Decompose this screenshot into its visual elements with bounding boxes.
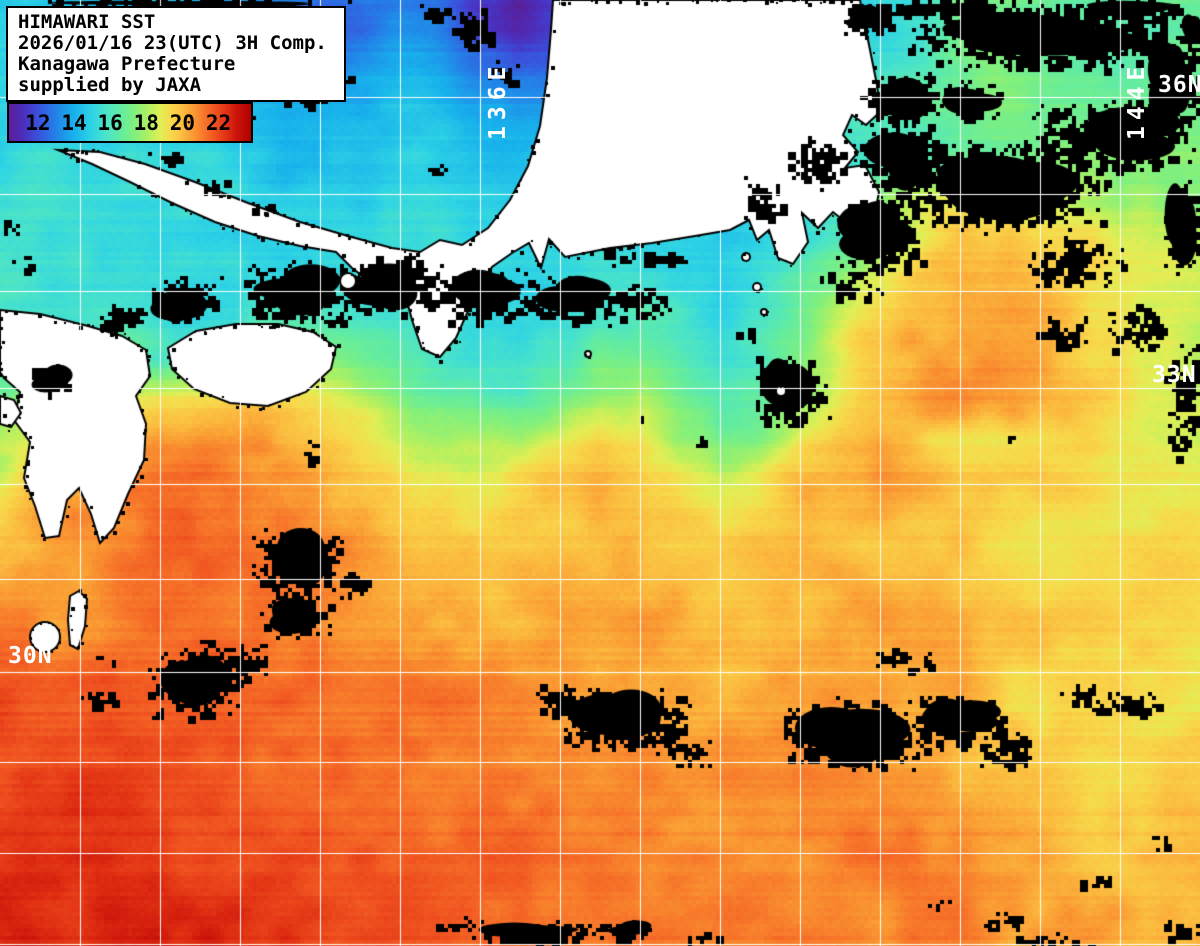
temperature-colorbar: 12 14 16 18 20 22	[7, 102, 253, 143]
colorbar-tick-16: 16	[97, 110, 123, 135]
colorbar-tick-12: 12	[25, 110, 51, 135]
header-credit: supplied by JAXA	[18, 74, 202, 96]
colorbar-tick-20: 20	[169, 110, 196, 135]
lon-label-144e: 144E	[1124, 60, 1150, 140]
header-box: HIMAWARI SST 2026/01/16 23(UTC) 3H Comp.…	[6, 6, 346, 102]
lat-label-30n: 30N	[8, 643, 53, 669]
colorbar-gradient	[9, 104, 251, 141]
lon-label-136e: 136E	[485, 60, 511, 140]
header-prefecture: Kanagawa Prefecture	[18, 53, 236, 75]
lat-label-36n: 36N	[1158, 72, 1200, 98]
colorbar-tick-18: 18	[133, 110, 159, 135]
header-title: HIMAWARI SST	[18, 11, 156, 33]
colorbar-tick-14: 14	[61, 110, 87, 135]
lat-label-33n: 33N	[1152, 362, 1197, 388]
header-datetime: 2026/01/16 23(UTC) 3H Comp.	[18, 32, 327, 54]
colorbar-tick-22: 22	[205, 110, 232, 135]
